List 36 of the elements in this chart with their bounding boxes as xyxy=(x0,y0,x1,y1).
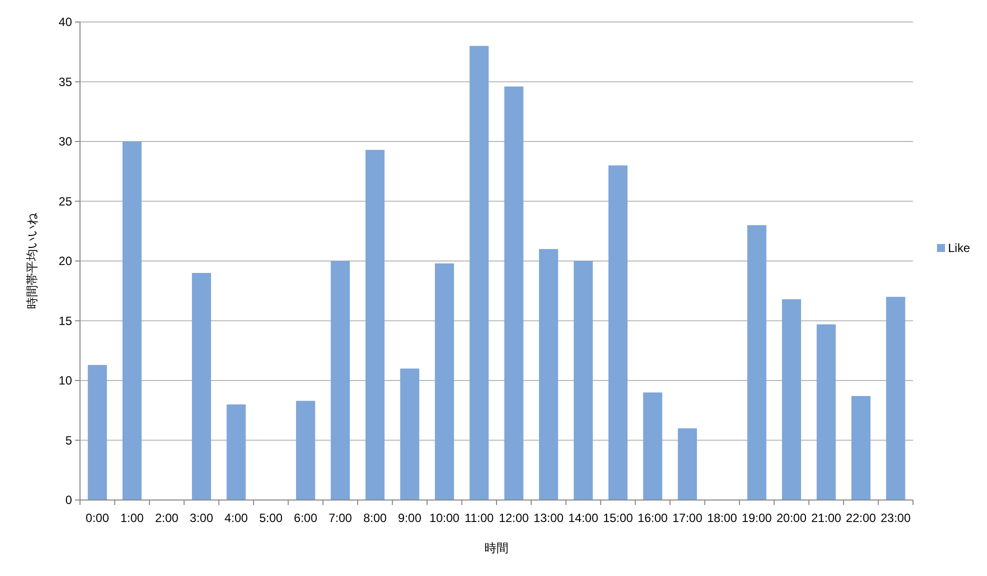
x-tick-label: 11:00 xyxy=(464,511,494,525)
y-tick-label: 5 xyxy=(65,433,72,448)
y-axis-title: 時間帯平均いいね xyxy=(25,212,39,309)
x-tick-label: 15:00 xyxy=(602,511,634,525)
x-tick-label: 9:00 xyxy=(398,511,422,525)
x-tick-label: 1:00 xyxy=(120,511,144,525)
y-tick-label: 35 xyxy=(58,74,72,89)
x-tick-label: 23:00 xyxy=(880,511,911,525)
x-tick-label: 16:00 xyxy=(638,511,668,525)
x-tick-label: 17:00 xyxy=(672,511,703,525)
y-tick-label: 10 xyxy=(58,374,72,388)
y-tick-label: 15 xyxy=(58,314,72,328)
y-tick-label: 40 xyxy=(58,15,72,29)
x-tick-label: 10:00 xyxy=(429,511,460,525)
x-tick-label: 4:00 xyxy=(224,511,248,525)
y-tick-label: 0 xyxy=(65,493,72,507)
x-tick-label: 20:00 xyxy=(776,511,807,525)
x-tick-label: 8:00 xyxy=(363,511,388,525)
x-tick-label: 0:00 xyxy=(86,511,110,525)
y-tick-label: 25 xyxy=(58,194,72,208)
x-tick-label: 13:00 xyxy=(534,511,564,525)
y-tick-label: 30 xyxy=(58,134,72,148)
x-tick-label: 21:00 xyxy=(811,511,842,525)
x-tick-label: 18:00 xyxy=(707,511,738,525)
x-tick-label: 12:00 xyxy=(498,511,530,525)
x-tick-label: 2:00 xyxy=(155,511,179,525)
x-tick-label: 22:00 xyxy=(846,511,876,525)
x-tick-label: 7:00 xyxy=(328,511,352,525)
y-tick-label: 20 xyxy=(58,254,72,268)
x-tick-label: 14:00 xyxy=(568,511,599,525)
x-tick-label: 19:00 xyxy=(742,511,772,525)
x-tick-label: 3:00 xyxy=(190,511,214,525)
x-tick-label: 5:00 xyxy=(259,511,283,525)
x-axis-title: 時間 xyxy=(484,541,508,555)
legend-label: Like xyxy=(948,241,970,255)
x-tick-label: 6:00 xyxy=(294,511,318,525)
